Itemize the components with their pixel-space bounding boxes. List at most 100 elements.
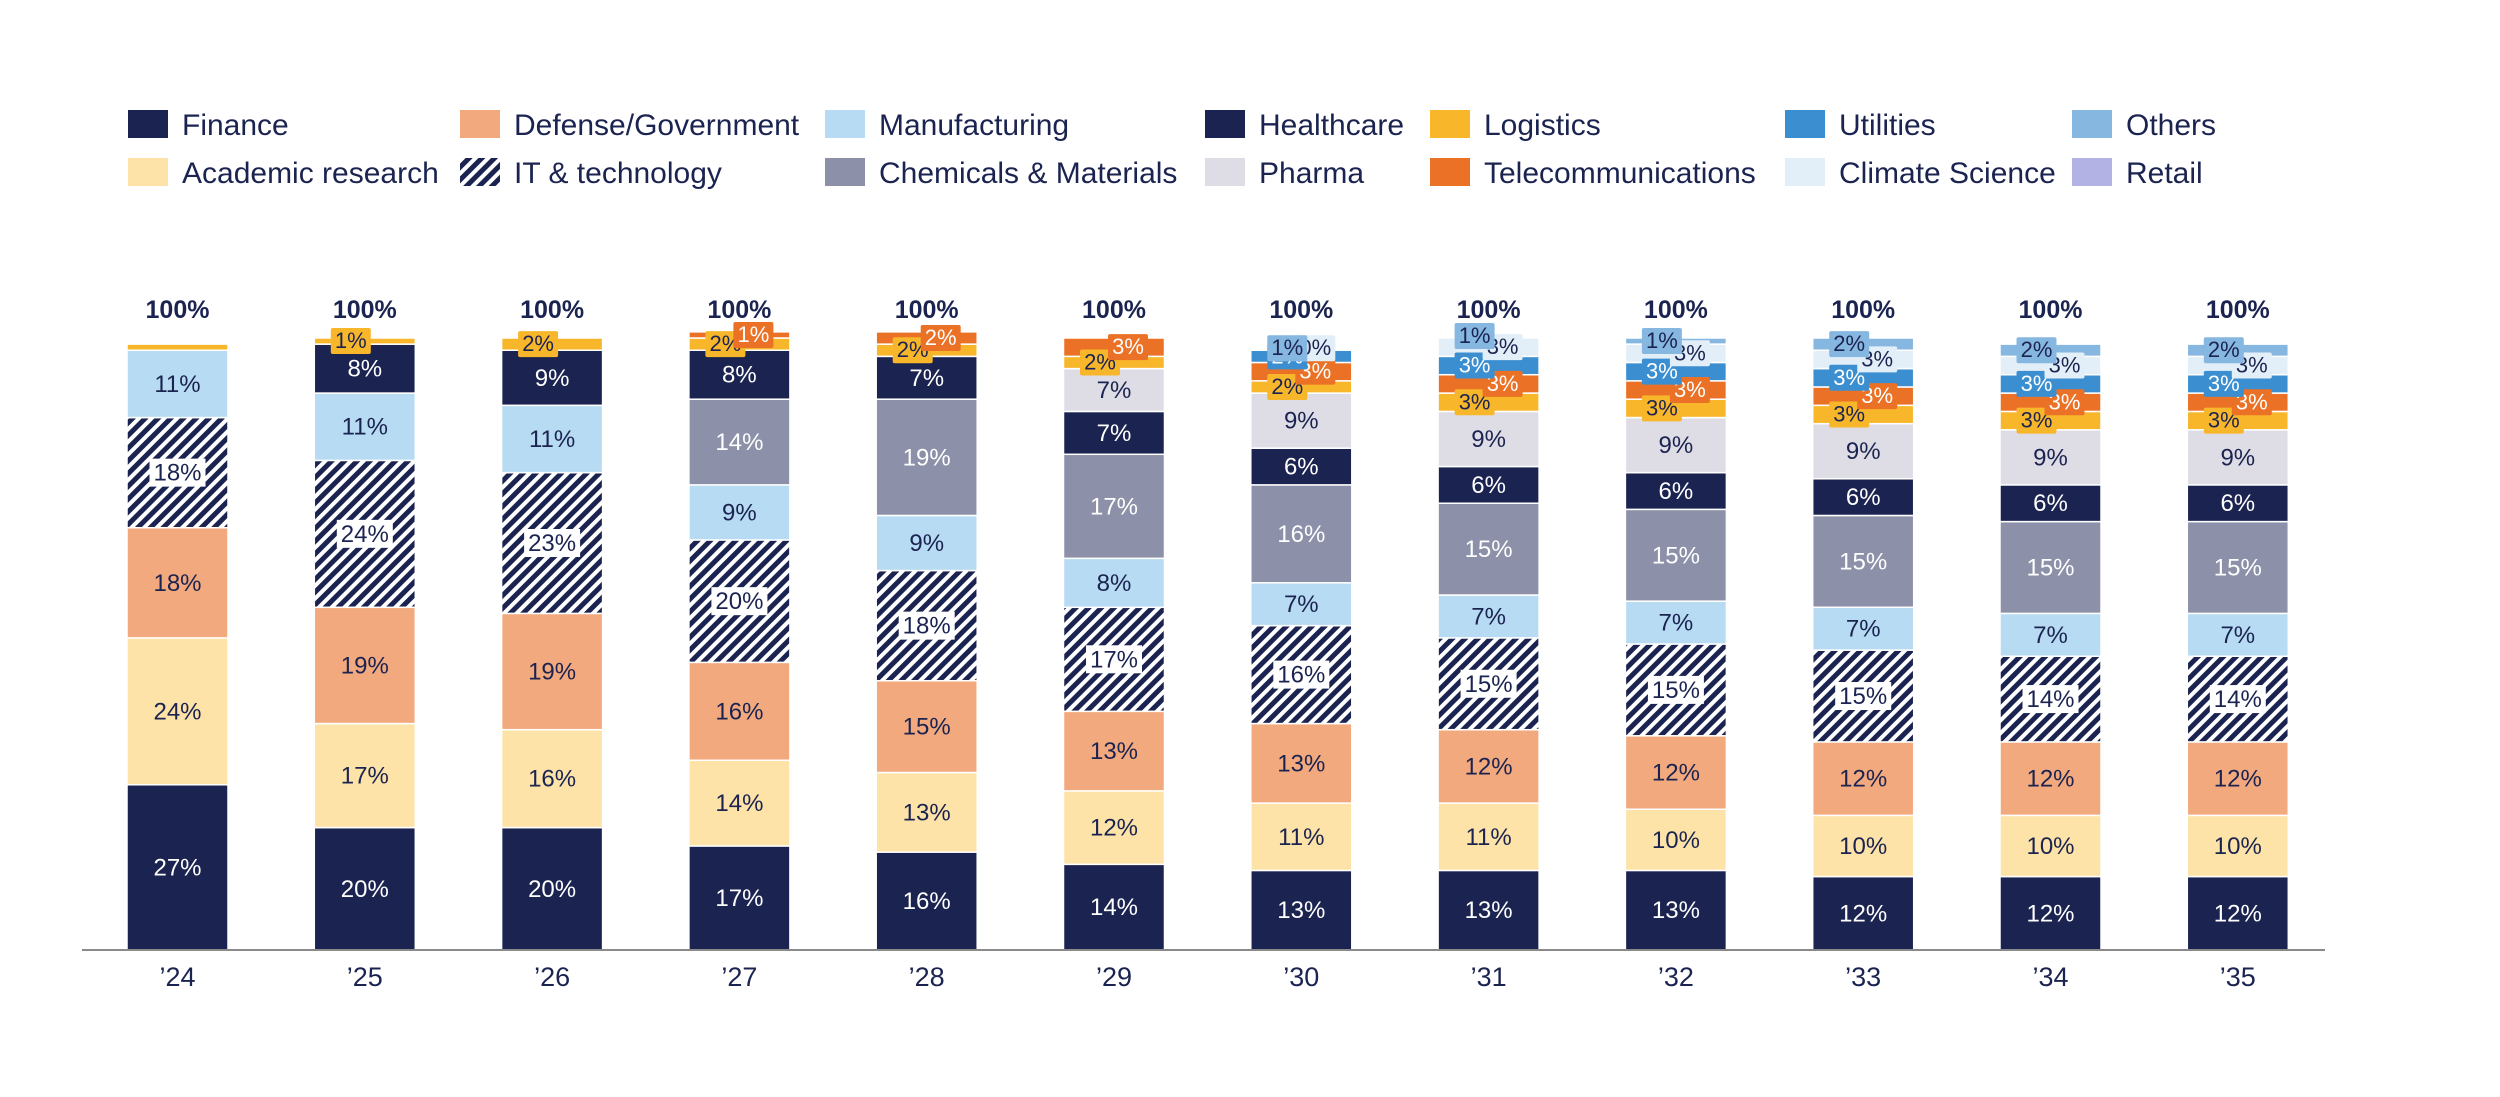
data-label-it-and-technology-5: 18% <box>903 613 951 640</box>
data-label-telecommunications-6: 3% <box>1112 334 1144 359</box>
data-label-finance-11: 12% <box>2026 900 2074 927</box>
data-label-manufacturing-6: 8% <box>1097 570 1132 597</box>
data-label-manufacturing-1: 11% <box>154 371 200 398</box>
legend-swatch-telecommunications <box>1430 158 1470 186</box>
data-label-pharma-7: 9% <box>1284 408 1319 435</box>
data-label-defense-government-9: 12% <box>1652 760 1700 787</box>
x-tick-2: ’25 <box>347 962 383 992</box>
data-label-others-10: 2% <box>1833 331 1865 356</box>
bar-chemicals-and-materials-8 <box>1437 502 1540 596</box>
x-tick-4: ’27 <box>721 962 757 992</box>
data-label-logistics-3: 2% <box>522 331 554 356</box>
bar-academic-research-5 <box>875 771 978 853</box>
data-label-telecommunications-4: 1% <box>738 322 770 347</box>
legend-label-chemicals-and-materials: Chemicals & Materials <box>879 157 1177 190</box>
bar-manufacturing-3 <box>500 404 604 474</box>
data-label-chemicals-and-materials-10: 15% <box>1839 548 1887 575</box>
legend-label-utilities: Utilities <box>1839 109 1936 142</box>
data-label-defense-government-5: 15% <box>903 714 951 741</box>
data-label-healthcare-8: 6% <box>1471 472 1506 499</box>
data-label-defense-government-1: 18% <box>153 570 201 597</box>
bar-pharma-6 <box>1062 367 1166 413</box>
bar-manufacturing-1 <box>126 349 229 419</box>
data-label-it-and-technology-4: 20% <box>715 588 763 615</box>
chip-others-9 <box>1641 328 1682 355</box>
data-label-finance-6: 14% <box>1090 894 1138 921</box>
data-label-healthcare-3: 9% <box>535 365 570 392</box>
bar-manufacturing-11 <box>1999 612 2102 657</box>
legend-swatch-healthcare <box>1205 110 1245 138</box>
data-label-defense-government-10: 12% <box>1839 766 1887 793</box>
bar-chemicals-and-materials-7 <box>1250 484 1353 584</box>
legend-swatch-it-and-technology <box>460 158 500 186</box>
data-label-defense-government-6: 13% <box>1090 738 1138 765</box>
legend-item-others: Others <box>2072 109 2216 142</box>
bar-academic-research-10 <box>1811 814 1915 878</box>
chip-telecommunications-4 <box>733 321 774 348</box>
bar-group-10: 12%10%12%15%7%15%6%9%3%3%3%3%2%100% <box>1811 296 1915 951</box>
data-label-others-7: 1% <box>1271 335 1303 360</box>
data-label-manufacturing-9: 7% <box>1659 610 1694 637</box>
x-axis: ’24 ’25 ’26 ’27 ’28 ’29 ’30 ’31 ’32 ’33 ’34 ’35 <box>82 949 2325 992</box>
bar-manufacturing-10 <box>1811 606 1915 651</box>
bar-healthcare-12 <box>2186 484 2290 523</box>
legend-swatch-chemicals-and-materials <box>825 158 865 186</box>
bar-pharma-10 <box>1811 422 1915 480</box>
data-label-it-and-technology-9: 15% <box>1652 677 1700 704</box>
legend: Finance Defense/Government Manufacturing He… <box>128 109 2216 190</box>
data-label-chemicals-and-materials-8: 15% <box>1465 536 1513 563</box>
chip-telecommunications-5 <box>920 325 961 351</box>
data-label-academic-research-3: 16% <box>528 766 576 793</box>
data-label-healthcare-4: 8% <box>722 362 757 389</box>
total-label-5: 100% <box>895 296 959 324</box>
total-label-8: 100% <box>1457 296 1521 324</box>
data-label-manufacturing-3: 11% <box>529 426 575 453</box>
data-label-healthcare-9: 6% <box>1659 478 1694 505</box>
bar-group-5: 16%13%15%18%9%19%7%2%2%100% <box>875 296 978 951</box>
data-label-chemicals-and-materials-7: 16% <box>1277 521 1325 548</box>
bar-defense-government-8 <box>1437 728 1540 804</box>
chip-others-7 <box>1267 335 1308 362</box>
data-label-pharma-10: 9% <box>1846 438 1881 465</box>
legend-item-healthcare: Healthcare <box>1205 109 1404 142</box>
data-label-logistics-2: 1% <box>335 328 367 353</box>
data-label-manufacturing-7: 7% <box>1284 591 1319 618</box>
bar-chemicals-and-materials-9 <box>1624 508 1728 602</box>
bar-healthcare-7 <box>1250 447 1353 486</box>
data-label-defense-government-3: 19% <box>528 659 576 686</box>
total-label-1: 100% <box>146 296 210 324</box>
bar-academic-research-8 <box>1437 802 1540 872</box>
legend-label-defense-government: Defense/Government <box>514 109 800 142</box>
bar-manufacturing-5 <box>875 514 978 572</box>
data-label-academic-research-10: 10% <box>1839 833 1887 860</box>
data-label-finance-7: 13% <box>1277 897 1325 924</box>
legend-item-pharma: Pharma <box>1205 157 1364 190</box>
bar-academic-research-1 <box>126 637 229 786</box>
total-label-6: 100% <box>1082 296 1146 324</box>
data-label-defense-government-8: 12% <box>1465 753 1513 780</box>
legend-item-defense-government: Defense/Government <box>460 109 800 142</box>
data-label-pharma-6: 7% <box>1097 377 1132 404</box>
label-box-it-and-technology-4 <box>711 587 768 616</box>
data-label-it-and-technology-2: 24% <box>341 521 389 548</box>
bar-finance-9 <box>1624 869 1728 951</box>
bar-defense-government-9 <box>1624 735 1728 810</box>
x-tick-6: ’29 <box>1096 962 1132 992</box>
data-label-academic-research-8: 11% <box>1465 824 1511 851</box>
data-label-finance-4: 17% <box>715 885 763 912</box>
legend-label-pharma: Pharma <box>1259 157 1364 190</box>
total-label-3: 100% <box>520 296 584 324</box>
data-label-others-11: 2% <box>2021 337 2053 362</box>
data-label-manufacturing-2: 11% <box>342 414 388 441</box>
bar-pharma-8 <box>1437 410 1540 468</box>
data-label-academic-research-2: 17% <box>341 763 389 790</box>
data-label-healthcare-7: 6% <box>1284 454 1319 481</box>
data-label-defense-government-11: 12% <box>2026 766 2074 793</box>
legend-swatch-others <box>2072 110 2112 138</box>
bar-pharma-11 <box>1999 429 2102 486</box>
legend-label-logistics: Logistics <box>1484 109 1601 142</box>
total-label-9: 100% <box>1644 296 1708 324</box>
total-label-11: 100% <box>2019 296 2083 324</box>
legend-label-healthcare: Healthcare <box>1259 109 1404 142</box>
chip-logistics-3 <box>518 331 559 358</box>
